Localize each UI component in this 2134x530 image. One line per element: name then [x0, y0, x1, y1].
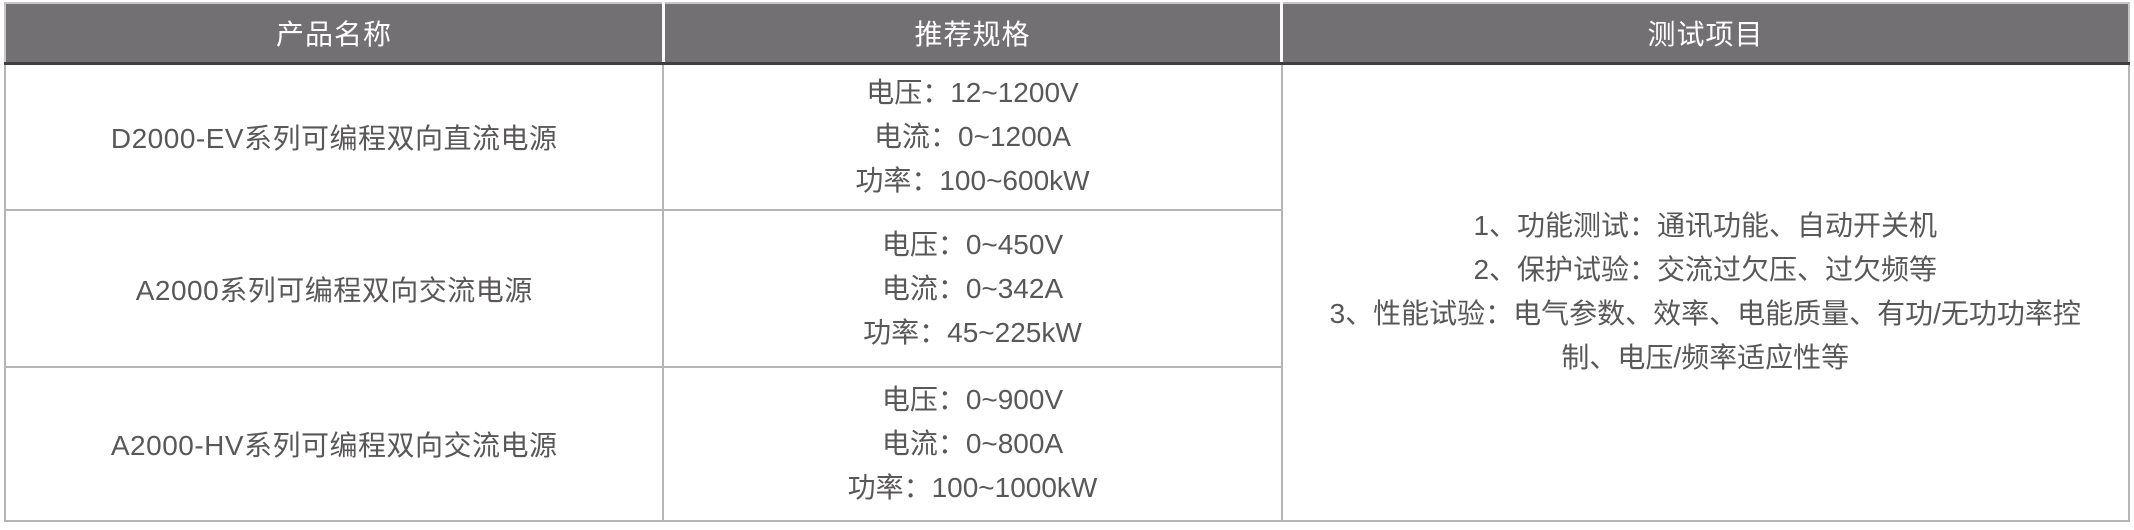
test-items-cell: 1、功能测试：通讯功能、自动开关机 2、保护试验：交流过欠压、过欠频等 3、性能… [1280, 62, 2131, 522]
product-name: A2000系列可编程双向交流电源 [135, 274, 533, 306]
spec-lines: 电压：12~1200V 电流：0~1200A 功率：100~600kW [664, 71, 1280, 203]
spec-lines: 电压：0~450V 电流：0~342A 功率：45~225kW [664, 223, 1280, 355]
table-row: A2000系列可编程双向交流电源 电压：0~450V 电流：0~342A 功率：… [3, 209, 2129, 368]
spec-line-power: 功率：45~225kW [863, 316, 1082, 348]
product-name-cell: A2000系列可编程双向交流电源 [3, 209, 665, 368]
table-row: D2000-EV系列可编程双向直流电源 电压：12~1200V 电流：0~120… [3, 62, 2131, 522]
product-name: A2000-HV系列可编程双向交流电源 [110, 430, 558, 461]
spec-line-voltage: 电压：0~450V [881, 228, 1064, 260]
product-name: D2000-EV系列可编程双向直流电源 [110, 122, 558, 154]
header-row: 产品名称 推荐规格 测试项目 [5, 3, 2131, 65]
product-spec-table: 产品名称 推荐规格 测试项目 D2000-EV系列可编程双向直流电源 电压：12… [3, 2, 2131, 522]
column-header-test-items: 测试项目 [1281, 3, 2131, 65]
specs-cell: 电压：0~900V 电流：0~800A 功率：100~1000kW [662, 366, 1283, 522]
spec-line-current: 电流：0~800A [881, 428, 1064, 459]
product-name-cell: D2000-EV系列可编程双向直流电源 [3, 62, 665, 211]
test-items-list: 1、功能测试：通讯功能、自动开关机 2、保护试验：交流过欠压、过欠频等 3、性能… [1310, 204, 2100, 380]
test-item-performance: 3、性能试验：电气参数、效率、电能质量、有功/无功功率控制、电压/频率适应性等 [1329, 298, 2081, 374]
spec-line-current: 电流：0~342A [881, 272, 1064, 304]
test-item-function: 1、功能测试：通讯功能、自动开关机 [1473, 210, 1938, 242]
spec-line-voltage: 电压：0~900V [881, 384, 1064, 415]
spec-lines: 电压：0~900V 电流：0~800A 功率：100~1000kW [664, 378, 1280, 510]
test-item-protection: 2、保护试验：交流过欠压、过欠频等 [1473, 254, 1938, 286]
spec-line-current: 电流：0~1200A [874, 120, 1071, 152]
specs-cell: 电压：0~450V 电流：0~342A 功率：45~225kW [662, 209, 1283, 368]
spec-line-power: 功率：100~1000kW [847, 472, 1098, 503]
column-header-recommended-specs: 推荐规格 [663, 3, 1284, 65]
spec-line-power: 功率：100~600kW [855, 164, 1090, 196]
product-name-cell: A2000-HV系列可编程双向交流电源 [3, 366, 665, 522]
specs-cell: 电压：12~1200V 电流：0~1200A 功率：100~600kW [662, 62, 1283, 211]
column-header-product-name: 产品名称 [5, 3, 665, 65]
spec-line-voltage: 电压：12~1200V [866, 76, 1079, 108]
table-row: A2000-HV系列可编程双向交流电源 电压：0~900V 电流：0~800A … [3, 366, 2129, 522]
